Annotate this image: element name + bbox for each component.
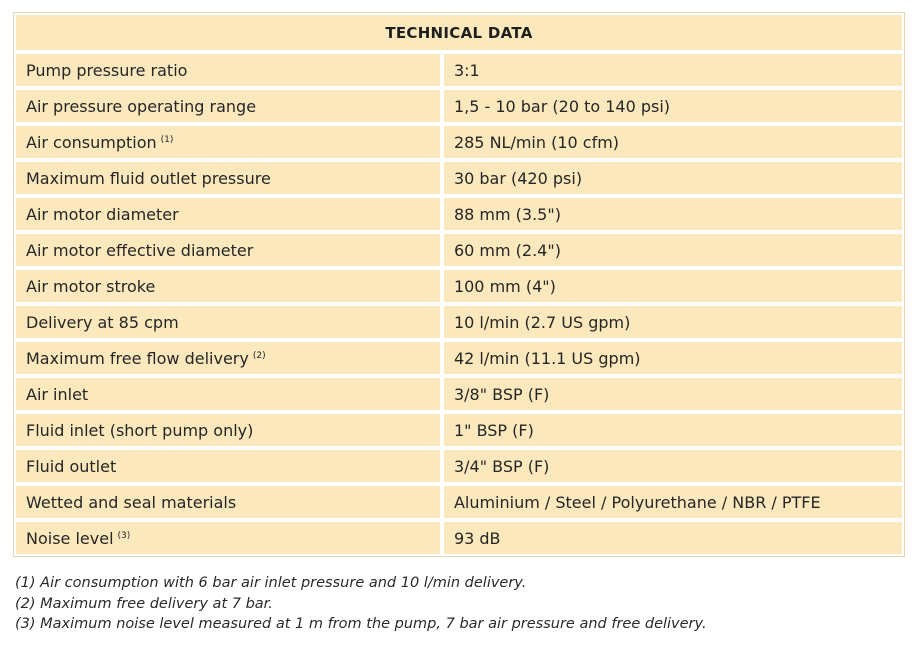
table-row: Maximum free flow delivery (2) 42 l/min (… bbox=[14, 340, 904, 376]
table-row: Air inlet 3/8" BSP (F) bbox=[14, 376, 904, 412]
table-row: Air motor effective diameter 60 mm (2.4"… bbox=[14, 232, 904, 268]
row-label-cell: Air motor stroke bbox=[14, 268, 442, 304]
row-label: Fluid inlet (short pump only) bbox=[26, 420, 254, 440]
row-label: Noise level bbox=[26, 528, 114, 548]
table-header-row: TECHNICAL DATA bbox=[14, 13, 904, 52]
footnote-marker: (1) bbox=[160, 134, 174, 145]
row-label-cell: Maximum fluid outlet pressure bbox=[14, 160, 442, 196]
row-label-cell: Maximum free flow delivery (2) bbox=[14, 340, 442, 376]
row-label: Maximum free flow delivery bbox=[26, 348, 249, 368]
row-value: 42 l/min (11.1 US gpm) bbox=[441, 340, 904, 376]
row-value: 100 mm (4") bbox=[441, 268, 904, 304]
row-label-cell: Air inlet bbox=[14, 376, 442, 412]
table-row: Pump pressure ratio 3:1 bbox=[14, 52, 904, 88]
row-value: 3/4" BSP (F) bbox=[441, 448, 904, 484]
footnotes: (1) Air consumption with 6 bar air inlet… bbox=[15, 573, 905, 635]
table-row: Air motor diameter 88 mm (3.5") bbox=[14, 196, 904, 232]
row-label-cell: Pump pressure ratio bbox=[14, 52, 442, 88]
row-label-cell: Air motor effective diameter bbox=[14, 232, 442, 268]
table-row: Noise level (3) 93 dB bbox=[14, 520, 904, 556]
row-value: 1,5 - 10 bar (20 to 140 psi) bbox=[441, 88, 904, 124]
row-label-cell: Delivery at 85 cpm bbox=[14, 304, 442, 340]
table-title: TECHNICAL DATA bbox=[14, 13, 904, 52]
table-row: Air consumption (1) 285 NL/min (10 cfm) bbox=[14, 124, 904, 160]
table-row: Maximum fluid outlet pressure 30 bar (42… bbox=[14, 160, 904, 196]
footnote-marker: (3) bbox=[117, 530, 131, 541]
table-row: Air pressure operating range 1,5 - 10 ba… bbox=[14, 88, 904, 124]
row-label: Wetted and seal materials bbox=[26, 492, 237, 512]
row-label: Pump pressure ratio bbox=[26, 60, 188, 80]
footnote: (2) Maximum free delivery at 7 bar. bbox=[15, 595, 273, 612]
row-value: 1" BSP (F) bbox=[441, 412, 904, 448]
row-label: Air motor effective diameter bbox=[26, 240, 254, 260]
row-label: Air inlet bbox=[26, 384, 89, 404]
row-label-cell: Air consumption (1) bbox=[14, 124, 442, 160]
row-value: 10 l/min (2.7 US gpm) bbox=[441, 304, 904, 340]
row-label-cell: Air motor diameter bbox=[14, 196, 442, 232]
row-label: Maximum fluid outlet pressure bbox=[26, 168, 271, 188]
row-label-cell: Fluid inlet (short pump only) bbox=[14, 412, 442, 448]
table-row: Air motor stroke 100 mm (4") bbox=[14, 268, 904, 304]
footnote: (1) Air consumption with 6 bar air inlet… bbox=[15, 575, 527, 591]
row-label: Fluid outlet bbox=[26, 456, 117, 476]
row-label: Air motor stroke bbox=[26, 276, 156, 296]
row-value: 285 NL/min (10 cfm) bbox=[441, 124, 904, 160]
table-row: Wetted and seal materials Aluminium / St… bbox=[14, 484, 904, 520]
footnote-marker: (2) bbox=[252, 350, 266, 361]
table-row: Fluid inlet (short pump only) 1" BSP (F) bbox=[14, 412, 904, 448]
footnote: (3) Maximum noise level measured at 1 m … bbox=[15, 616, 707, 632]
row-label: Air consumption bbox=[26, 132, 157, 152]
row-value: 3:1 bbox=[441, 52, 904, 88]
row-label: Delivery at 85 cpm bbox=[26, 312, 179, 332]
table-row: Delivery at 85 cpm 10 l/min (2.7 US gpm) bbox=[14, 304, 904, 340]
row-label-cell: Fluid outlet bbox=[14, 448, 442, 484]
row-label-cell: Wetted and seal materials bbox=[14, 484, 442, 520]
row-value: 3/8" BSP (F) bbox=[441, 376, 904, 412]
row-value: 88 mm (3.5") bbox=[441, 196, 904, 232]
row-value: 30 bar (420 psi) bbox=[441, 160, 904, 196]
row-label: Air motor diameter bbox=[26, 204, 179, 224]
row-label-cell: Noise level (3) bbox=[14, 520, 442, 556]
row-value: 60 mm (2.4") bbox=[441, 232, 904, 268]
technical-data-table: TECHNICAL DATA Pump pressure ratio 3:1 A… bbox=[13, 12, 905, 557]
row-value: 93 dB bbox=[441, 520, 904, 556]
row-label-cell: Air pressure operating range bbox=[14, 88, 442, 124]
table-row: Fluid outlet 3/4" BSP (F) bbox=[14, 448, 904, 484]
row-label: Air pressure operating range bbox=[26, 96, 257, 116]
row-value: Aluminium / Steel / Polyurethane / NBR /… bbox=[441, 484, 904, 520]
